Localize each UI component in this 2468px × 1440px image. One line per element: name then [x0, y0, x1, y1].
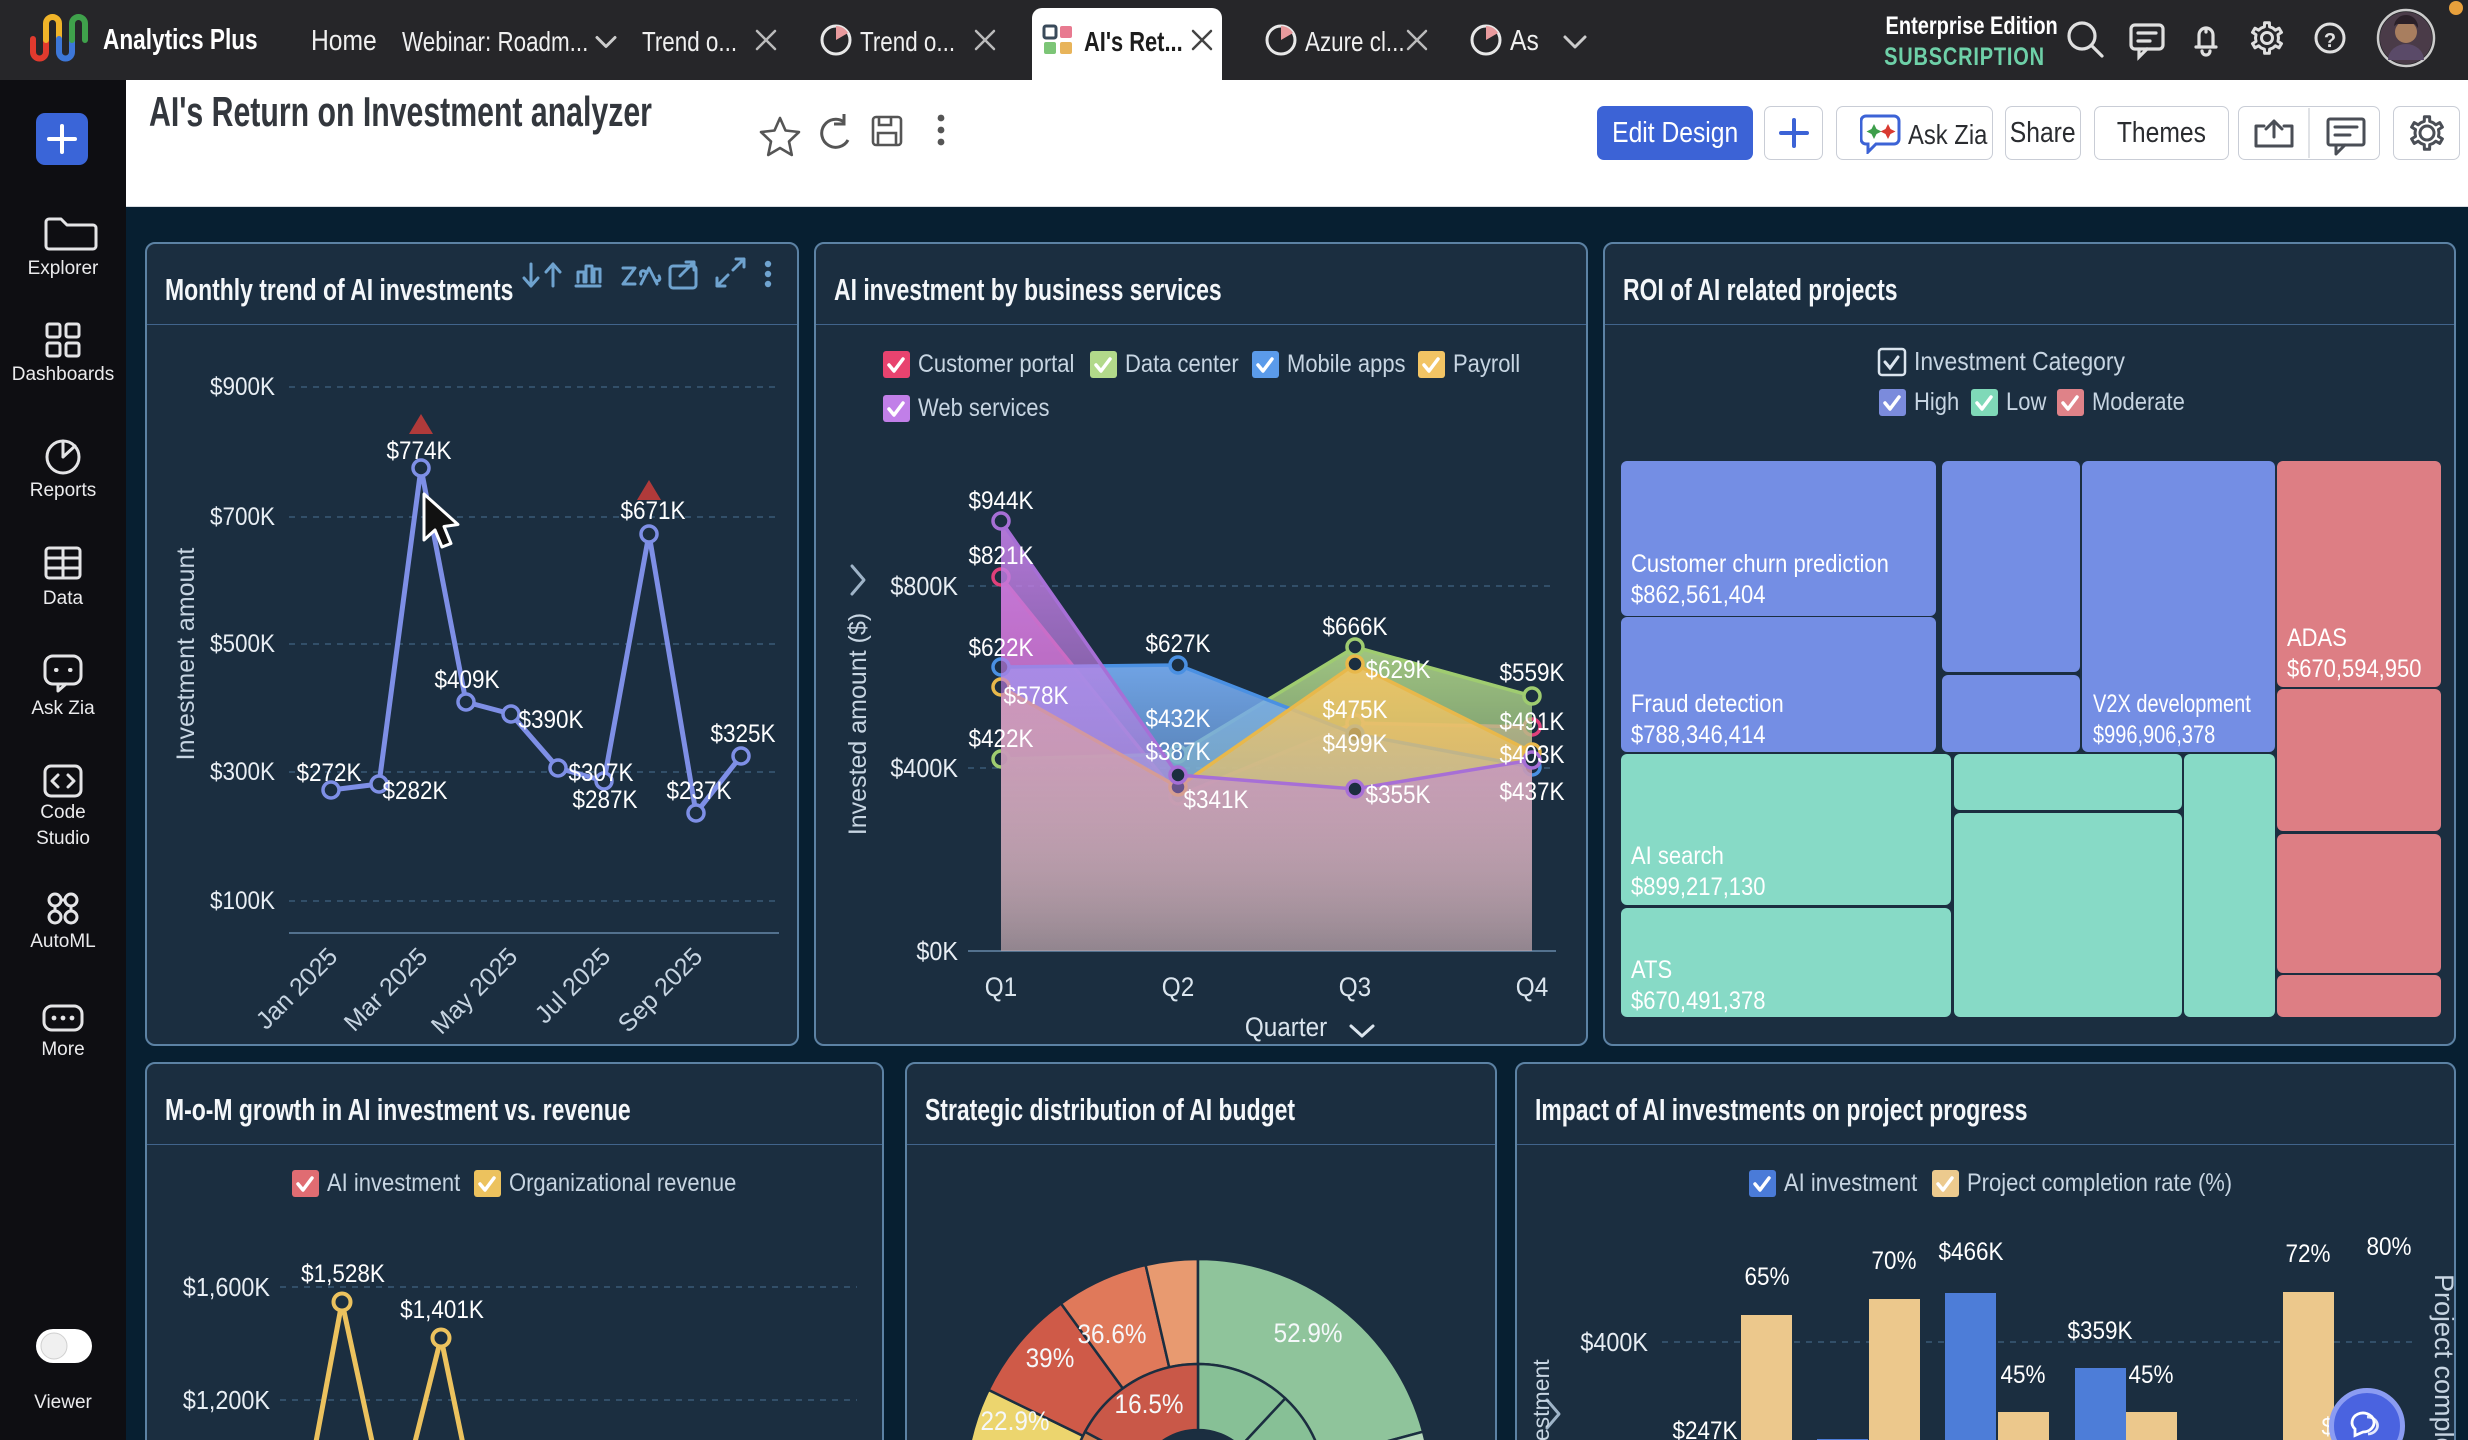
svg-text:39%: 39% — [1026, 1344, 1075, 1373]
svg-text:AI investment: AI investment — [1784, 1169, 1918, 1197]
svg-text:May 2025: May 2025 — [426, 942, 523, 1039]
svg-text:$282K: $282K — [382, 777, 447, 805]
svg-text:$300K: $300K — [210, 758, 275, 786]
svg-text:$800K: $800K — [890, 573, 958, 601]
svg-text:$500K: $500K — [210, 630, 275, 658]
svg-text:$400K: $400K — [890, 755, 958, 783]
svg-text:$670,594,950: $670,594,950 — [2287, 655, 2421, 683]
svg-text:$237K: $237K — [666, 777, 731, 805]
svg-text:22.9%: 22.9% — [981, 1407, 1050, 1436]
svg-text:$1,528K: $1,528K — [301, 1260, 385, 1288]
svg-text:$390K: $390K — [518, 706, 583, 734]
svg-text:$671K: $671K — [620, 497, 685, 525]
svg-text:ADAS: ADAS — [2287, 624, 2347, 652]
svg-text:$0K: $0K — [916, 938, 958, 966]
svg-text:Q2: Q2 — [1162, 973, 1194, 1002]
svg-text:Fraud detection: Fraud detection — [1631, 690, 1784, 718]
svg-text:$788,346,414: $788,346,414 — [1631, 721, 1765, 749]
svg-text:$774K: $774K — [386, 437, 451, 465]
svg-text:$499K: $499K — [1322, 730, 1387, 758]
svg-text:$475K: $475K — [1322, 696, 1387, 724]
svg-text:$387K: $387K — [1145, 738, 1210, 766]
svg-text:$996,906,378: $996,906,378 — [2093, 721, 2215, 749]
svg-text:$1,600K: $1,600K — [183, 1274, 271, 1302]
svg-text:$578K: $578K — [1003, 682, 1068, 710]
svg-text:AI investment: AI investment — [327, 1169, 461, 1197]
svg-text:$899,217,130: $899,217,130 — [1631, 873, 1765, 901]
svg-text:AI investment: AI investment — [1528, 1359, 1554, 1440]
svg-text:Data center: Data center — [1125, 350, 1239, 378]
svg-text:$862,561,404: $862,561,404 — [1631, 581, 1765, 609]
svg-text:ATS: ATS — [1631, 956, 1672, 984]
svg-text:80%: 80% — [2366, 1233, 2411, 1261]
svg-text:$307K: $307K — [568, 759, 633, 787]
svg-text:AI search: AI search — [1631, 842, 1724, 870]
svg-text:$559K: $559K — [1499, 659, 1564, 687]
svg-text:$325K: $325K — [710, 720, 775, 748]
svg-text:Investment Category: Investment Category — [1914, 348, 2126, 377]
svg-text:72%: 72% — [2285, 1240, 2330, 1268]
svg-text:$355K: $355K — [1365, 781, 1430, 809]
svg-text:Project completion rate (%): Project completion rate (%) — [2429, 1274, 2454, 1440]
svg-text:$432K: $432K — [1145, 705, 1210, 733]
svg-text:$1,401K: $1,401K — [400, 1296, 484, 1324]
svg-text:$341K: $341K — [1183, 786, 1248, 814]
svg-text:Jan 2025: Jan 2025 — [251, 942, 344, 1035]
svg-text:$491K: $491K — [1499, 708, 1564, 736]
svg-text:Customer portal: Customer portal — [918, 350, 1074, 378]
svg-text:$944K: $944K — [968, 487, 1033, 515]
svg-text:Q3: Q3 — [1339, 973, 1371, 1002]
svg-text:$670,491,378: $670,491,378 — [1631, 987, 1765, 1015]
svg-text:Jul 2025: Jul 2025 — [530, 942, 617, 1029]
svg-text:$359K: $359K — [2067, 1317, 2132, 1345]
svg-text:70%: 70% — [1871, 1247, 1916, 1275]
svg-text:$466K: $466K — [1938, 1238, 2003, 1266]
svg-text:$900K: $900K — [210, 373, 275, 401]
svg-text:$627K: $627K — [1145, 630, 1210, 658]
svg-text:$403K: $403K — [1499, 741, 1564, 769]
svg-text:$1,200K: $1,200K — [183, 1387, 271, 1415]
svg-text:Quarter: Quarter — [1245, 1013, 1328, 1042]
svg-text:V2X development: V2X development — [2093, 690, 2251, 718]
svg-text:Organizational revenue: Organizational revenue — [509, 1169, 736, 1197]
svg-text:16.5%: 16.5% — [1115, 1390, 1184, 1419]
svg-text:$400K: $400K — [1580, 1329, 1648, 1357]
svg-text:Q1: Q1 — [985, 973, 1017, 1002]
svg-text:52.9%: 52.9% — [1274, 1319, 1343, 1348]
svg-text:$409K: $409K — [434, 666, 499, 694]
svg-text:45%: 45% — [2000, 1361, 2045, 1389]
svg-text:$422K: $422K — [968, 725, 1033, 753]
svg-text:65%: 65% — [1744, 1263, 1789, 1291]
svg-text:$622K: $622K — [968, 634, 1033, 662]
svg-text:$272K: $272K — [296, 759, 361, 787]
svg-text:Sep 2025: Sep 2025 — [613, 942, 708, 1037]
svg-text:?: ? — [2324, 30, 2336, 52]
svg-text:High: High — [1914, 388, 1959, 416]
svg-text:$666K: $666K — [1322, 613, 1387, 641]
svg-text:Moderate: Moderate — [2092, 388, 2185, 416]
svg-text:$629K: $629K — [1365, 656, 1430, 684]
svg-text:$247K: $247K — [1672, 1417, 1737, 1440]
svg-text:36.6%: 36.6% — [1078, 1320, 1147, 1349]
svg-text:Q4: Q4 — [1516, 973, 1548, 1002]
svg-text:$821K: $821K — [968, 542, 1033, 570]
svg-text:Web services: Web services — [918, 394, 1050, 422]
svg-text:Mobile apps: Mobile apps — [1287, 350, 1406, 378]
svg-text:$100K: $100K — [210, 887, 275, 915]
svg-text:Invested amount ($): Invested amount ($) — [844, 613, 872, 835]
svg-text:Payroll: Payroll — [1453, 350, 1520, 378]
svg-text:Mar 2025: Mar 2025 — [339, 942, 433, 1036]
svg-text:$700K: $700K — [210, 503, 275, 531]
svg-text:$437K: $437K — [1499, 778, 1564, 806]
svg-text:Customer churn prediction: Customer churn prediction — [1631, 550, 1889, 578]
svg-text:$287K: $287K — [572, 786, 637, 814]
svg-text:Low: Low — [2006, 388, 2047, 416]
svg-text:Investment amount: Investment amount — [172, 548, 200, 761]
svg-text:45%: 45% — [2128, 1361, 2173, 1389]
svg-text:Project completion rate (%): Project completion rate (%) — [1967, 1169, 2232, 1197]
